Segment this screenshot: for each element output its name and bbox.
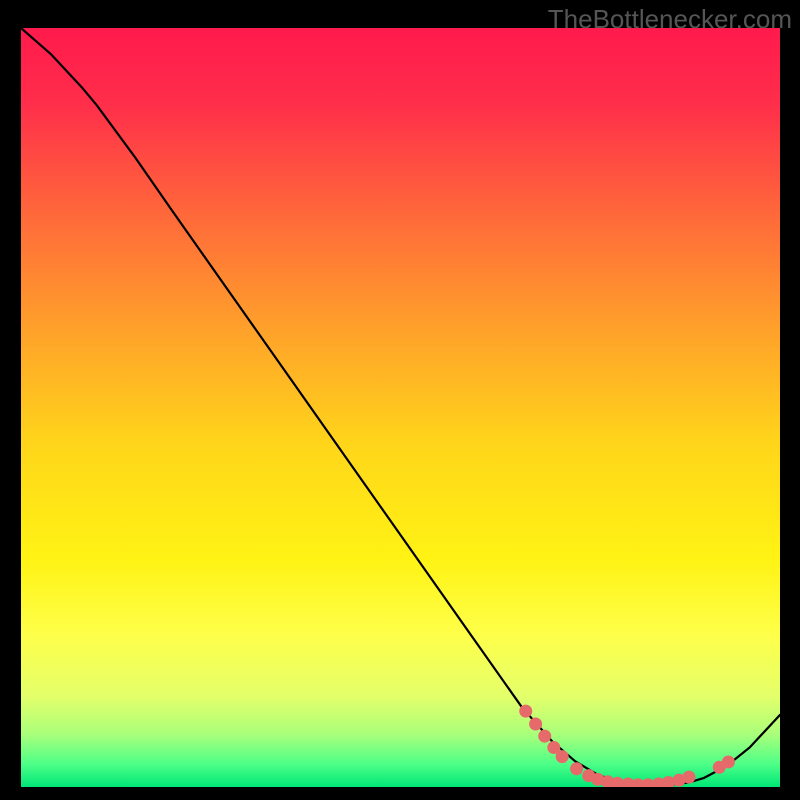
- chart-svg: [21, 28, 780, 787]
- chart-area: [21, 28, 780, 787]
- data-marker: [556, 750, 569, 763]
- data-marker: [519, 705, 532, 718]
- heat-gradient: [21, 28, 780, 787]
- data-marker: [722, 755, 735, 768]
- data-marker: [538, 730, 551, 743]
- data-marker: [682, 771, 695, 784]
- chart-stage: TheBottlenecker.com: [0, 0, 800, 800]
- data-marker: [570, 762, 583, 775]
- data-marker: [529, 718, 542, 731]
- watermark-text: TheBottlenecker.com: [548, 4, 792, 35]
